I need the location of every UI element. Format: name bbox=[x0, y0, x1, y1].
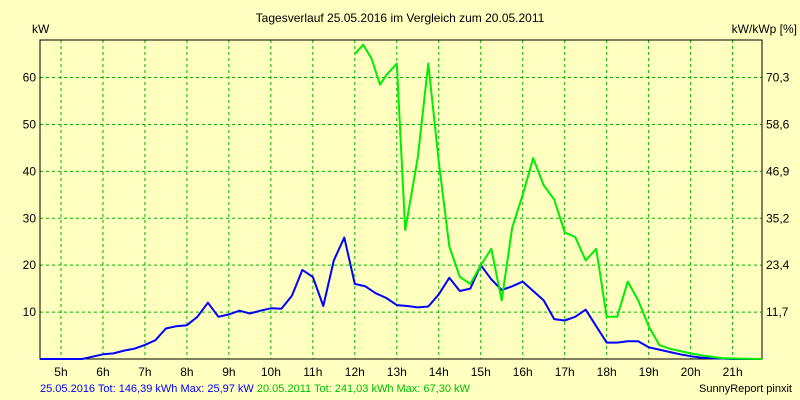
x-tick-label: 15h bbox=[471, 365, 491, 379]
x-tick-label: 6h bbox=[96, 365, 109, 379]
series-lines bbox=[40, 43, 763, 360]
legend-2016: 25.05.2016 Tot: 146,39 kWh Max: 25,97 kW bbox=[40, 383, 254, 395]
y-axis-label-right: kW/kWp [%] bbox=[732, 22, 797, 36]
x-tick-label: 14h bbox=[429, 365, 449, 379]
legend-footer: 25.05.2016 Tot: 146,39 kWh Max: 25,97 kW… bbox=[40, 383, 470, 395]
chart-title: Tagesverlauf 25.05.2016 im Vergleich zum… bbox=[256, 11, 545, 25]
brand-label: SunnyReport pinxit bbox=[699, 383, 792, 395]
grid bbox=[40, 40, 762, 359]
x-tick-label: 10h bbox=[261, 365, 281, 379]
x-tick-label: 18h bbox=[597, 365, 617, 379]
tick-labels: 5h 6h 7h 8h 9h 10h 11h 12h 13h 14h 15h 16h 17h 18h 19h… bbox=[23, 71, 790, 379]
x-tick-label: 8h bbox=[180, 365, 193, 379]
plot-frame bbox=[39, 39, 763, 360]
y-tick-label-left: 60 bbox=[23, 71, 37, 85]
y-tick-label-right: 23,4 bbox=[766, 258, 790, 272]
y-tick-label-left: 30 bbox=[23, 211, 37, 225]
x-tick-label: 9h bbox=[222, 365, 235, 379]
y-axis-label-left: kW bbox=[32, 22, 50, 36]
x-tick-label: 19h bbox=[639, 365, 659, 379]
y-tick-label-right: 58,6 bbox=[766, 117, 790, 131]
legend-2011: 20.05.2011 Tot: 241,03 kWh Max: 67,30 kW bbox=[256, 383, 470, 395]
x-tick-label: 17h bbox=[555, 365, 575, 379]
x-tick-label: 16h bbox=[513, 365, 533, 379]
x-tick-label: 21h bbox=[723, 365, 743, 379]
x-tick-label: 11h bbox=[303, 365, 322, 379]
x-tick-label: 20h bbox=[681, 365, 701, 379]
y-tick-label-left: 10 bbox=[23, 305, 37, 319]
x-tick-label: 7h bbox=[138, 365, 151, 379]
series-line-2011 bbox=[354, 43, 763, 360]
y-tick-label-right: 35,2 bbox=[766, 211, 790, 225]
y-tick-label-left: 50 bbox=[23, 117, 37, 131]
y-tick-label-right: 11,7 bbox=[766, 305, 789, 319]
series-line-2016 bbox=[40, 236, 762, 360]
y-tick-label-left: 20 bbox=[23, 258, 37, 272]
x-tick-label: 5h bbox=[54, 365, 67, 379]
y-tick-label-right: 46,9 bbox=[766, 164, 790, 178]
x-tick-label: 13h bbox=[387, 365, 407, 379]
y-tick-label-left: 40 bbox=[23, 164, 37, 178]
y-tick-label-right: 70,3 bbox=[766, 71, 790, 85]
x-tick-label: 12h bbox=[345, 365, 365, 379]
